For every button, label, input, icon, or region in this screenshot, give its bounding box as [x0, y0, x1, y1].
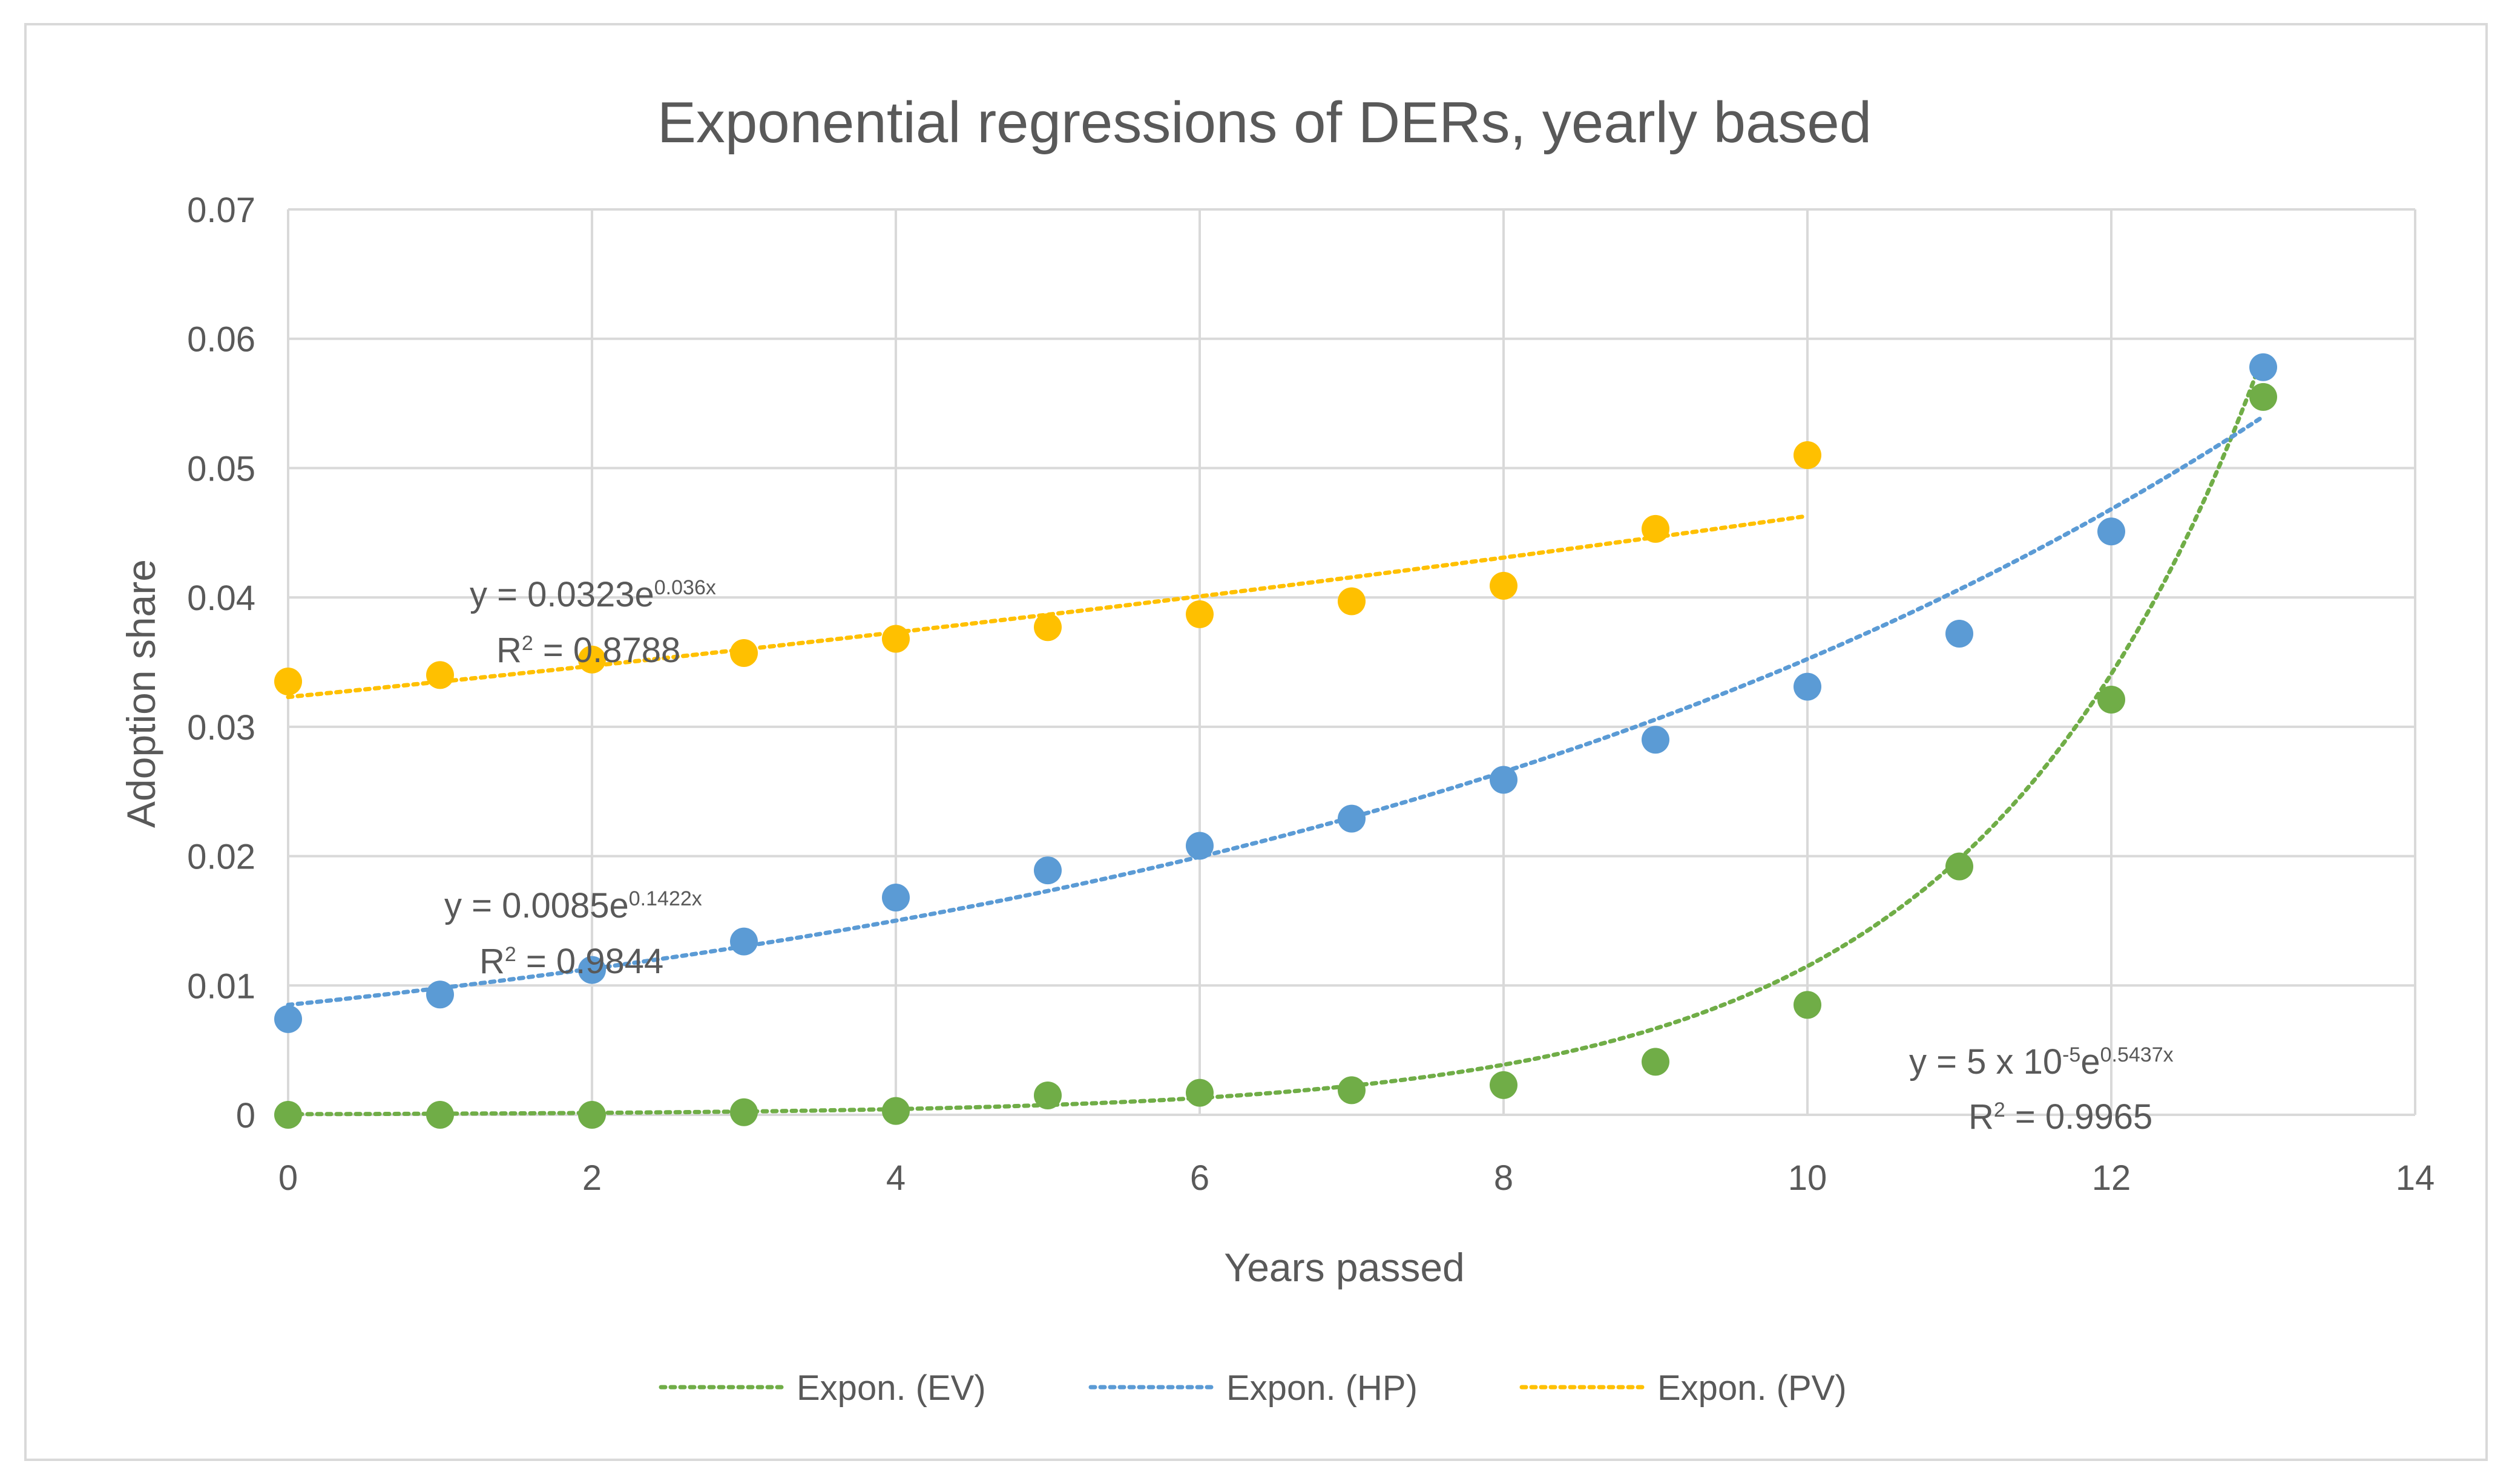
x-tick-label: 2 — [582, 1158, 602, 1198]
data-point-hp — [1338, 804, 1366, 833]
ev-equation-base: e — [2080, 1042, 2100, 1082]
data-point-pv — [1490, 571, 1517, 600]
ev-equation-line: y = 5 x 10-5e0.5437x — [1909, 1042, 2174, 1082]
ev-r2-line: R2 = 0.9965 — [1968, 1097, 2152, 1137]
hp-r2-label: R — [479, 942, 505, 981]
data-point-pv — [730, 639, 758, 668]
data-point-hp — [1490, 766, 1517, 794]
pv-equation-text: y = 0.0323e — [470, 575, 654, 614]
x-tick-label: 4 — [886, 1158, 906, 1198]
data-point-ev — [1034, 1081, 1062, 1109]
data-point-pv — [1642, 514, 1669, 543]
x-axis-ticks: 0 2 4 6 8 10 12 14 — [278, 1158, 2435, 1198]
trendlines — [286, 353, 2266, 1117]
pv-r2-label: R — [496, 631, 522, 670]
data-point-hp — [2249, 353, 2277, 381]
data-point-ev — [730, 1098, 758, 1126]
legend-label-ev: Expon. (EV) — [797, 1368, 986, 1408]
data-point-pv — [1034, 613, 1062, 642]
x-axis-label: Years passed — [1224, 1245, 1465, 1290]
data-point-ev — [1794, 991, 1821, 1019]
data-point-ev — [1186, 1079, 1214, 1107]
y-tick-label: 0.04 — [187, 579, 255, 618]
pv-r2-line: R2 = 0.8788 — [496, 631, 680, 670]
data-point-ev — [1338, 1076, 1366, 1105]
ev-r2-value: = 0.9965 — [2005, 1097, 2153, 1137]
data-point-hp — [426, 980, 454, 1009]
data-point-pv — [274, 668, 302, 696]
data-point-pv — [1186, 600, 1214, 628]
ev-equation: y = 5 x 10-5e0.5437x R2 = 0.9965 — [1909, 1042, 2174, 1137]
pv-equation-line: y = 0.0323e0.036x — [470, 575, 716, 614]
chart-frame: Exponential regressions of DERs, yearly … — [24, 23, 2488, 1461]
ev-equation-text: y = 5 x 10 — [1909, 1042, 2062, 1082]
chart-title: Exponential regressions of DERs, yearly … — [657, 90, 1872, 155]
data-point-hp — [1945, 619, 1973, 648]
legend-label-pv: Expon. (PV) — [1657, 1368, 1847, 1408]
legend-label-hp: Expon. (HP) — [1226, 1368, 1418, 1408]
trendline-hp — [286, 414, 2266, 1007]
y-tick-label: 0.06 — [187, 320, 255, 360]
x-tick-label: 12 — [2092, 1158, 2131, 1198]
data-point-pv — [1338, 587, 1366, 616]
y-tick-label: 0 — [236, 1096, 255, 1135]
data-point-ev — [578, 1101, 606, 1129]
data-point-pv — [426, 661, 454, 689]
data-point-ev — [2097, 685, 2125, 714]
x-tick-label: 0 — [278, 1158, 298, 1198]
trendline-ev — [286, 353, 2266, 1117]
data-point-hp — [882, 883, 910, 911]
data-point-ev — [426, 1101, 454, 1129]
data-point-hp — [1642, 726, 1669, 754]
y-axis-label: Adoption share — [119, 559, 163, 828]
pv-equation-power: 0.036x — [654, 576, 716, 599]
data-points — [274, 353, 2277, 1129]
y-tick-label: 0.05 — [187, 449, 255, 488]
y-tick-label: 0.03 — [187, 708, 255, 747]
data-point-hp — [1794, 672, 1821, 701]
data-point-pv — [882, 625, 910, 653]
y-tick-label: 0.02 — [187, 838, 255, 877]
x-tick-label: 14 — [2396, 1158, 2435, 1198]
data-point-pv — [578, 645, 606, 674]
data-point-ev — [1490, 1071, 1517, 1099]
data-point-ev — [1945, 852, 1973, 881]
data-point-hp — [1186, 832, 1214, 860]
data-point-hp — [1034, 856, 1062, 885]
data-point-hp — [578, 956, 606, 984]
x-tick-label: 10 — [1788, 1158, 1827, 1198]
chart-canvas: Exponential regressions of DERs, yearly … — [119, 90, 2435, 1408]
pv-r2-sup: 2 — [522, 632, 533, 655]
hp-equation: y = 0.0085e0.1422x R2 = 0.9844 — [444, 886, 702, 981]
data-point-hp — [2097, 517, 2125, 546]
ev-equation-power: 0.5437x — [2100, 1043, 2174, 1066]
hp-equation-line: y = 0.0085e0.1422x — [444, 886, 702, 925]
hp-r2-sup: 2 — [505, 943, 516, 966]
data-point-ev — [1642, 1048, 1669, 1076]
ev-equation-exp: -5 — [2062, 1043, 2080, 1066]
y-tick-label: 0.07 — [187, 191, 255, 230]
data-point-hp — [730, 927, 758, 956]
legend: Expon. (EV) Expon. (HP) Expon. (PV) — [659, 1368, 1847, 1408]
hp-r2-value: = 0.9844 — [516, 942, 664, 981]
ev-r2-label: R — [1968, 1097, 1994, 1137]
ev-r2-sup: 2 — [1994, 1098, 2005, 1121]
pv-r2-value: = 0.8788 — [533, 631, 681, 670]
hp-equation-power: 0.1422x — [629, 887, 702, 910]
y-tick-label: 0.01 — [187, 967, 255, 1006]
data-point-pv — [1794, 441, 1821, 470]
data-point-ev — [2249, 382, 2277, 411]
x-tick-label: 8 — [1494, 1158, 1513, 1198]
y-axis-ticks: 0 0.01 0.02 0.03 0.04 0.05 0.06 0.07 — [187, 191, 255, 1135]
data-point-ev — [882, 1097, 910, 1125]
data-point-hp — [274, 1005, 302, 1033]
hp-r2-line: R2 = 0.9844 — [479, 942, 663, 981]
x-tick-label: 6 — [1190, 1158, 1209, 1198]
pv-equation: y = 0.0323e0.036x R2 = 0.8788 — [470, 575, 716, 670]
data-point-ev — [274, 1101, 302, 1129]
hp-equation-text: y = 0.0085e — [444, 886, 629, 925]
